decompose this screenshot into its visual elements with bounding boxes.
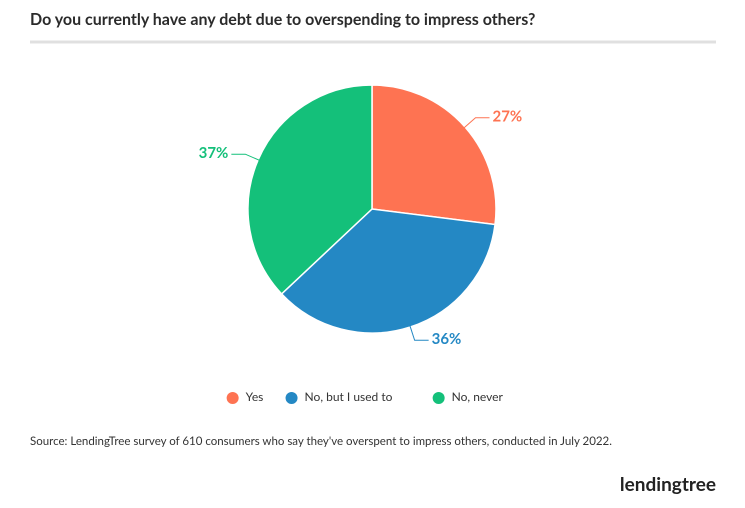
- data-label: 27%: [493, 108, 523, 126]
- legend-label: Yes: [246, 389, 264, 404]
- legend-marker: [285, 392, 298, 404]
- legend-label: No, but I used to: [305, 389, 393, 404]
- leader-line: [408, 323, 429, 341]
- legend-label: No, never: [452, 389, 504, 404]
- chart-title: Do you currently have any debt due to ov…: [30, 10, 535, 29]
- leader-line: [231, 153, 262, 162]
- logo: lendingtree: [620, 473, 716, 496]
- data-label: 36%: [432, 330, 462, 348]
- leader-line: [462, 117, 490, 130]
- legend-marker: [432, 392, 445, 404]
- source-note: Source: LendingTree survey of 610 consum…: [30, 435, 612, 448]
- data-label: 37%: [199, 144, 229, 162]
- legend-marker: [226, 392, 239, 404]
